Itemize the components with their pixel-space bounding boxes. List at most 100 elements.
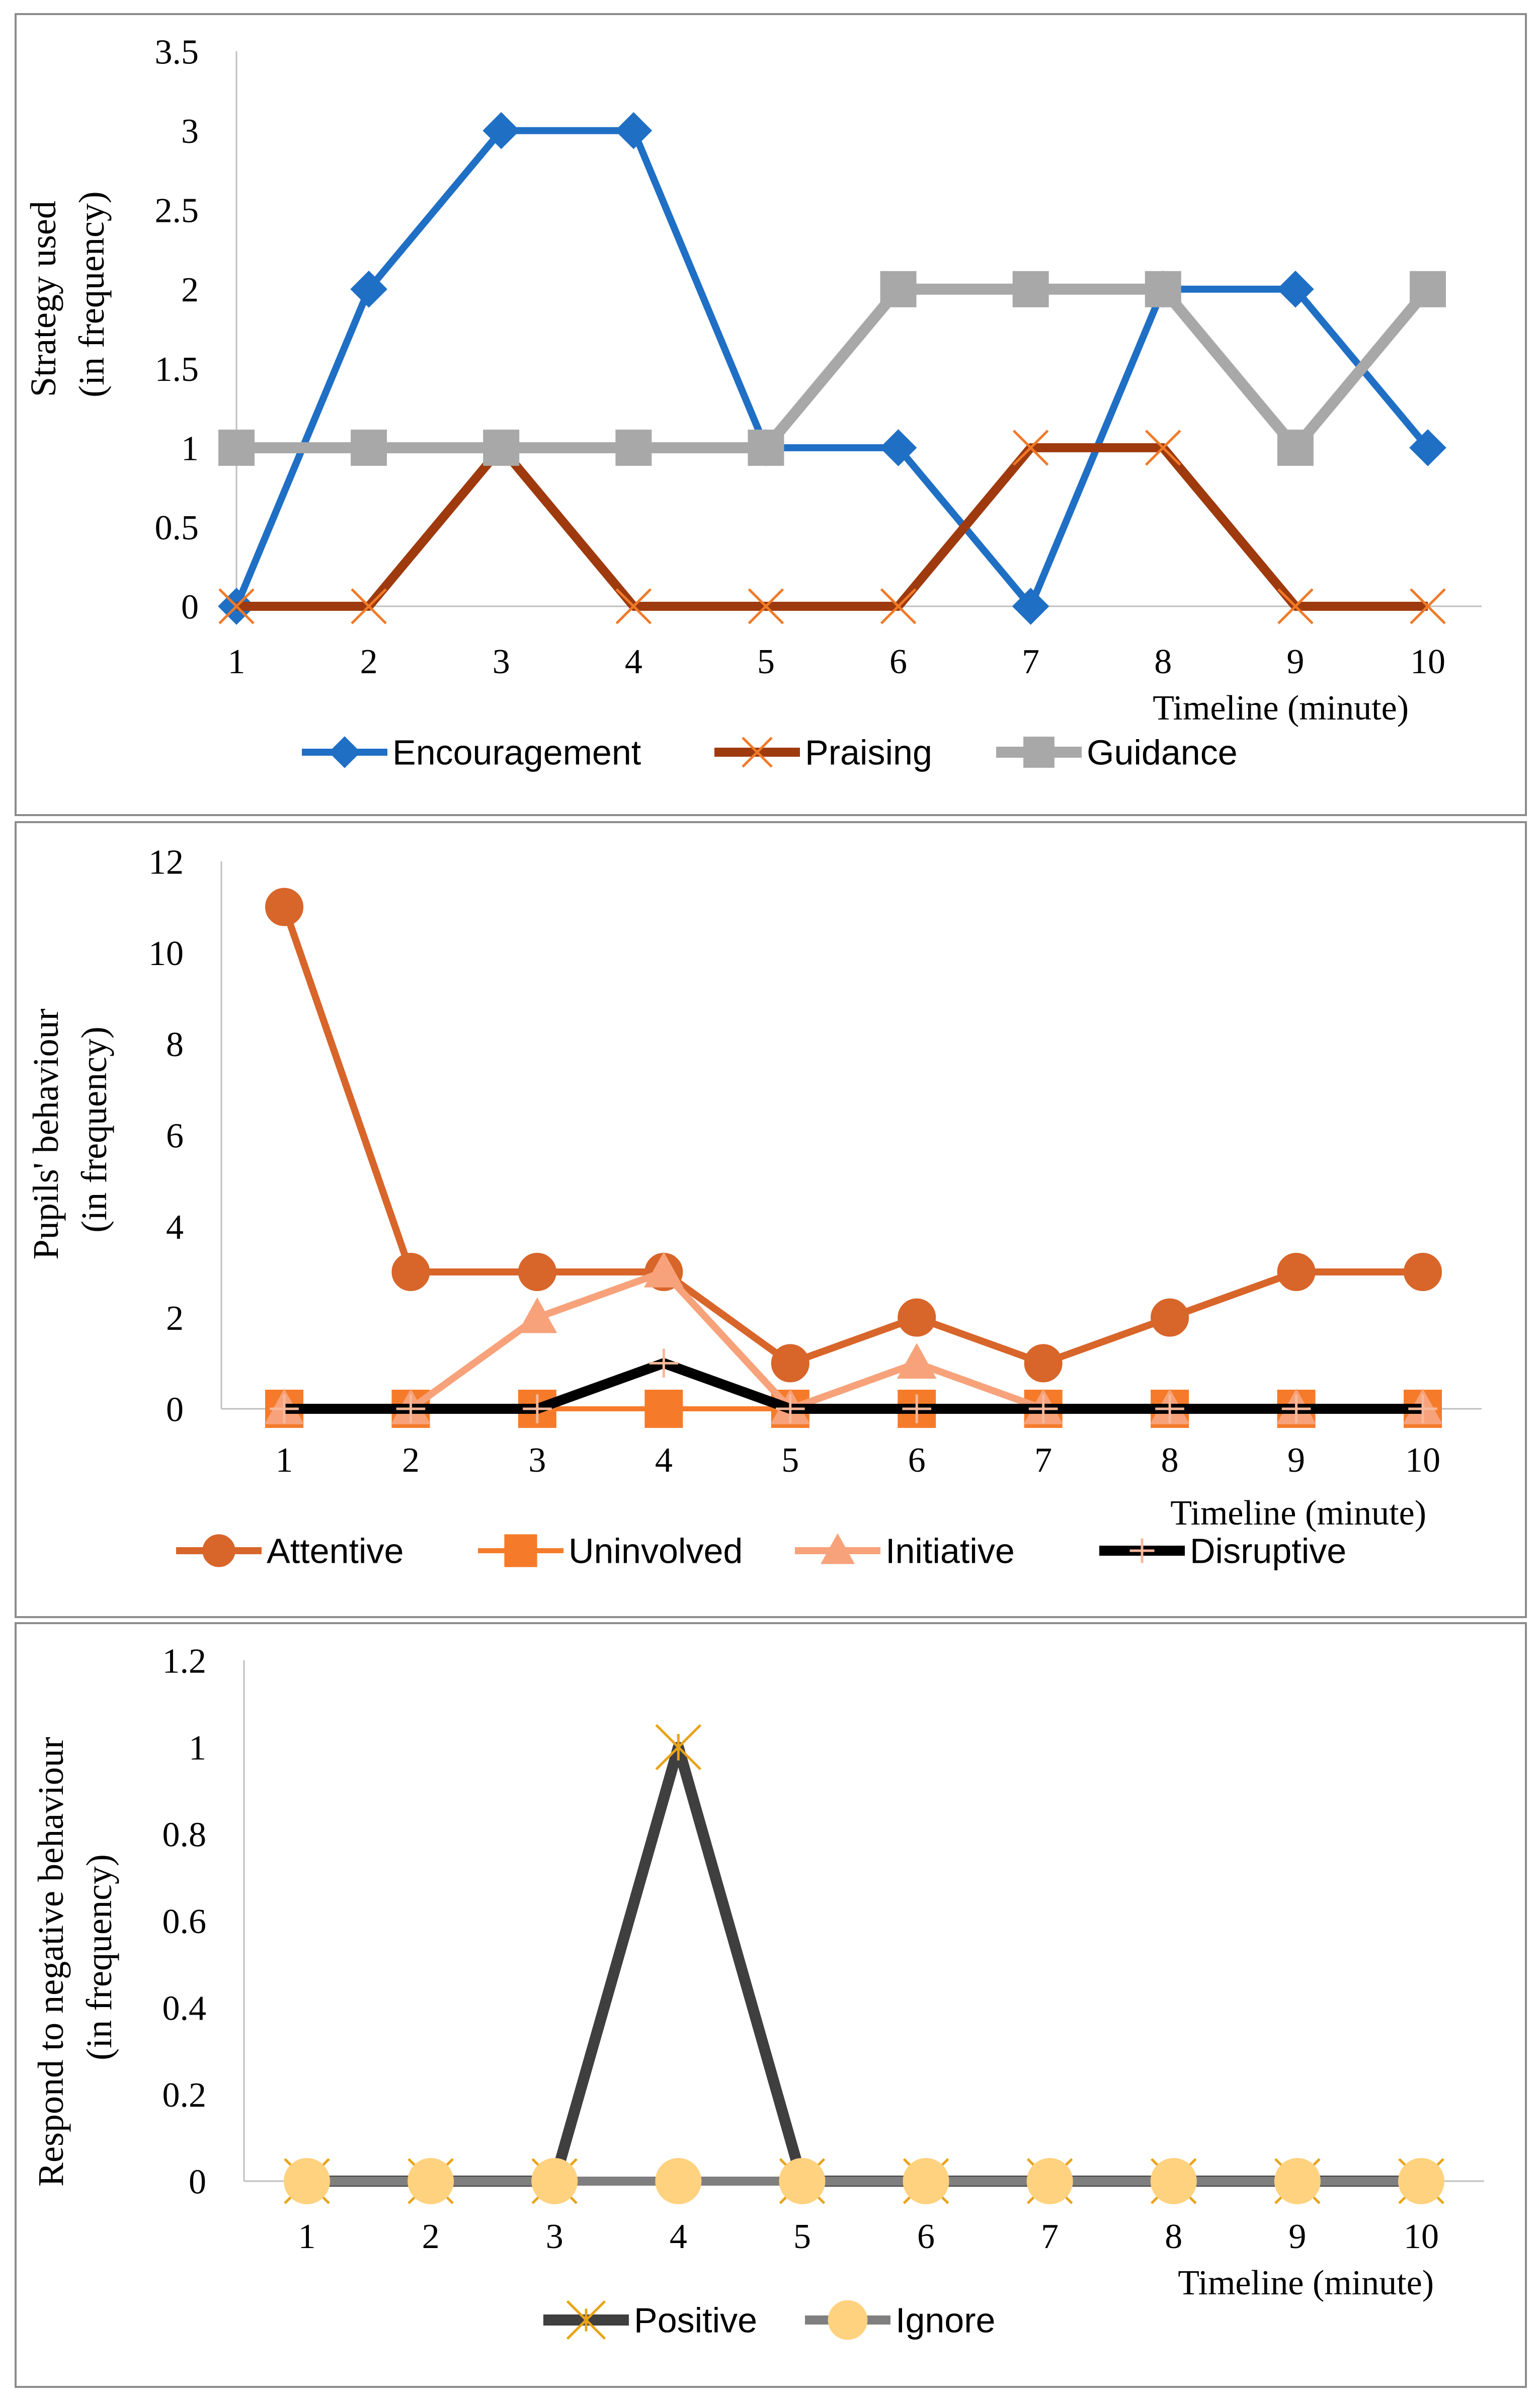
- data-point-guidance: [351, 429, 387, 466]
- y-tick-label: 1: [181, 429, 199, 468]
- data-point-attentive: [898, 1298, 936, 1337]
- x-tick-label: 8: [1154, 643, 1172, 681]
- data-point-disruptive: [775, 1394, 805, 1423]
- y-axis-label: Pupils' behaviour (in frequency): [26, 1000, 114, 1260]
- legend-swatch-marker: [329, 736, 361, 768]
- data-point-ignore: [284, 2158, 330, 2204]
- data-point-praising: [615, 588, 652, 624]
- data-point-initiative: [643, 1251, 684, 1288]
- data-point-disruptive: [270, 1394, 299, 1423]
- x-tick-label: 8: [1161, 1441, 1179, 1480]
- data-point-attentive: [1404, 1253, 1442, 1291]
- y-tick-label: 0: [189, 2163, 206, 2202]
- x-tick-label: 10: [1404, 2217, 1439, 2256]
- legend-label: Attentive: [267, 1532, 403, 1571]
- data-point-guidance: [1277, 429, 1314, 466]
- legend-swatch-marker: [1129, 1538, 1155, 1563]
- series-attentive: [265, 888, 1442, 1383]
- x-tick-label: 9: [1287, 1441, 1305, 1480]
- legend-item-attentive: Attentive: [176, 1532, 403, 1571]
- y-tick-label: 1.5: [155, 350, 199, 389]
- legend-swatch-marker: [1023, 737, 1055, 768]
- x-tick-label: 3: [528, 1441, 546, 1480]
- y-tick-label: 0: [181, 588, 199, 627]
- data-point-ignore: [903, 2158, 949, 2204]
- x-tick-label: 7: [1034, 1441, 1052, 1480]
- data-point-disruptive: [1155, 1394, 1184, 1423]
- x-tick-label: 9: [1288, 2217, 1306, 2256]
- data-point-ignore: [531, 2158, 578, 2204]
- data-point-disruptive: [523, 1394, 552, 1423]
- legend-item-encouragement: Encouragement: [302, 733, 641, 772]
- data-point-ignore: [1150, 2158, 1197, 2204]
- legend: Encouragement Praising Guidance: [302, 733, 1238, 772]
- x-tick-label: 3: [493, 643, 510, 681]
- y-axis-label: Strategy used (in frequency): [23, 191, 112, 397]
- data-point-ignore: [655, 2158, 702, 2204]
- legend-item-disruptive: Disruptive: [1099, 1532, 1346, 1571]
- x-tick-label: 2: [360, 643, 378, 681]
- y-tick-label: 0: [166, 1391, 184, 1429]
- y-tick-label: 8: [166, 1025, 184, 1064]
- legend-label: Positive: [634, 2301, 757, 2340]
- y-tick-label: 0.4: [163, 1989, 207, 2028]
- data-point-praising: [218, 588, 255, 624]
- x-tick-label: 4: [625, 643, 642, 681]
- y-tick-label: 6: [166, 1117, 184, 1156]
- data-point-disruptive: [902, 1394, 932, 1423]
- legend-label: Initiative: [885, 1532, 1015, 1571]
- y-tick-label: 2: [181, 271, 199, 309]
- x-tick-label: 9: [1286, 643, 1304, 681]
- series-line-guidance: [236, 283, 1432, 453]
- legend-label: Encouragement: [392, 733, 641, 772]
- y-tick-label: 2.5: [155, 192, 199, 230]
- y-tick-label: 3: [181, 112, 199, 151]
- legend: Attentive Uninvolved Initiative Disruptive: [176, 1532, 1346, 1571]
- x-tick-label: 1: [276, 1441, 293, 1480]
- y-tick-label: 1.2: [163, 1642, 207, 1681]
- data-point-attentive: [391, 1253, 430, 1291]
- data-point-disruptive: [1408, 1394, 1437, 1423]
- legend-swatch-marker: [828, 2300, 868, 2340]
- legend-swatch-marker: [821, 1533, 855, 1564]
- x-tick-label: 1: [298, 2217, 316, 2256]
- y-tick-label: 3.5: [155, 33, 199, 72]
- y-tick-label: 12: [148, 843, 184, 882]
- data-point-guidance: [880, 271, 917, 307]
- legend-label: Praising: [805, 733, 932, 772]
- legend-swatch-marker: [202, 1534, 235, 1567]
- data-point-guidance: [615, 429, 652, 466]
- data-point-attentive: [771, 1344, 809, 1383]
- data-point-guidance: [483, 429, 520, 466]
- data-point-encouragement: [1409, 429, 1446, 466]
- y-axis-label: Respond to negative behaviour (in freque…: [31, 1728, 119, 2187]
- legend-item-ignore: Ignore: [805, 2300, 995, 2340]
- data-point-guidance: [1410, 271, 1446, 307]
- data-point-praising: [1277, 588, 1314, 624]
- data-point-disruptive: [1028, 1394, 1058, 1423]
- data-point-praising: [351, 588, 387, 624]
- data-point-praising: [748, 588, 784, 624]
- data-point-positive: [655, 1724, 702, 1771]
- x-tick-label: 2: [402, 1441, 420, 1480]
- data-point-attentive: [265, 888, 303, 926]
- x-tick-label: 6: [889, 643, 907, 681]
- y-tick-label: 0.8: [163, 1816, 207, 1855]
- legend-item-praising: Praising: [714, 733, 932, 772]
- legend-item-positive: Positive: [543, 2300, 757, 2340]
- x-axis-label: Timeline (minute): [1178, 2264, 1434, 2302]
- y-tick-label: 1: [189, 1729, 206, 1768]
- data-point-encouragement: [350, 270, 387, 308]
- x-tick-label: 8: [1165, 2217, 1182, 2256]
- x-tick-label: 10: [1405, 1441, 1440, 1480]
- data-point-encouragement: [1277, 270, 1314, 308]
- series-line-disruptive: [284, 1358, 1423, 1414]
- data-point-praising: [1410, 588, 1446, 624]
- data-point-praising: [880, 588, 917, 624]
- data-point-disruptive: [1281, 1394, 1311, 1423]
- x-tick-label: 1: [228, 643, 246, 681]
- chart-strategy-used: Strategy used (in frequency) 0 0.5 1 1.5 2 2.…: [23, 33, 1482, 772]
- data-point-uninvolved: [644, 1390, 683, 1428]
- x-tick-label: 5: [793, 2217, 811, 2256]
